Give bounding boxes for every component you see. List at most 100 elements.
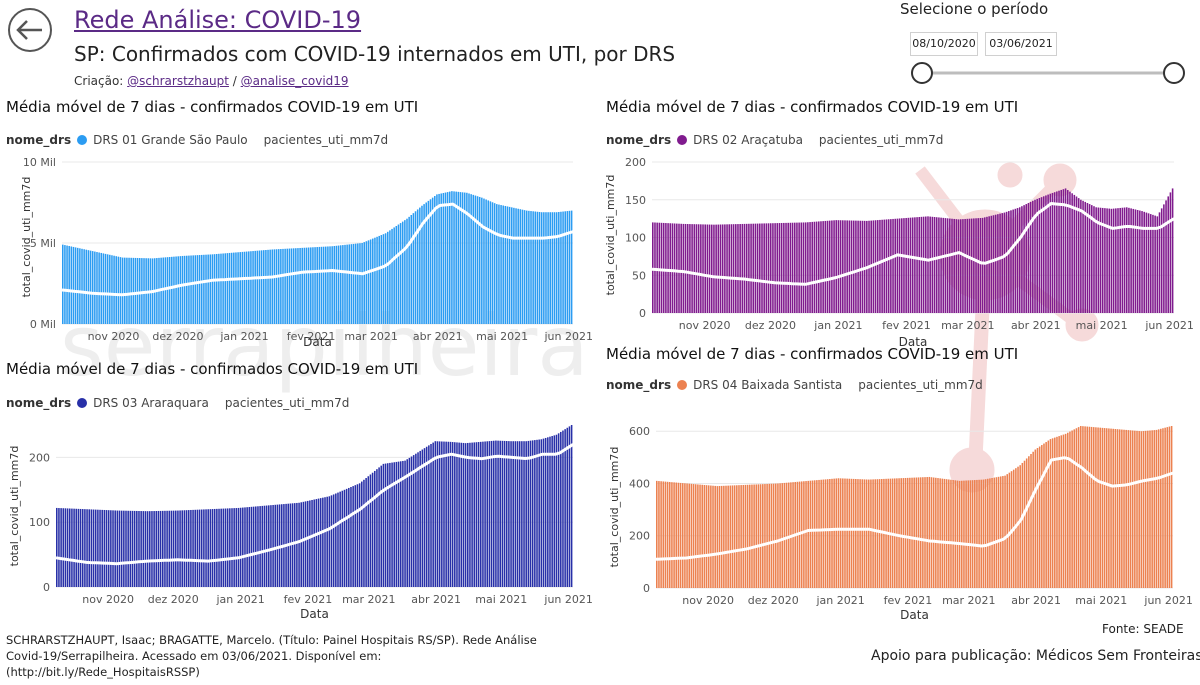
bar[interactable] (389, 462, 391, 587)
bar[interactable] (1169, 192, 1172, 313)
bar[interactable] (1014, 208, 1017, 313)
bar[interactable] (833, 478, 835, 588)
bar[interactable] (1088, 426, 1091, 588)
bar[interactable] (999, 213, 1001, 313)
bar[interactable] (300, 502, 302, 587)
bar[interactable] (855, 479, 857, 588)
bar[interactable] (713, 224, 715, 313)
bar[interactable] (64, 245, 66, 324)
bar[interactable] (373, 470, 376, 587)
bar[interactable] (861, 479, 864, 588)
bar[interactable] (96, 252, 98, 324)
bar[interactable] (149, 511, 151, 587)
bar[interactable] (781, 483, 784, 588)
bar[interactable] (1151, 430, 1153, 588)
bar[interactable] (813, 480, 816, 588)
bar[interactable] (345, 488, 348, 587)
bar[interactable] (1036, 448, 1039, 588)
bar[interactable] (662, 222, 665, 313)
bar[interactable] (551, 436, 553, 587)
bar[interactable] (395, 225, 398, 324)
bar[interactable] (90, 509, 93, 587)
bar[interactable] (408, 216, 410, 324)
bar[interactable] (914, 217, 916, 313)
bar[interactable] (707, 485, 710, 588)
bar[interactable] (1090, 426, 1093, 588)
bar[interactable] (451, 191, 453, 324)
bar[interactable] (682, 223, 685, 313)
bar[interactable] (822, 221, 824, 313)
bar[interactable] (456, 442, 458, 587)
bar[interactable] (811, 480, 814, 589)
bar[interactable] (132, 257, 135, 324)
bar[interactable] (953, 218, 955, 313)
moving-average-line[interactable] (55, 443, 574, 566)
bar[interactable] (898, 478, 900, 588)
bar[interactable] (1025, 204, 1028, 313)
bar[interactable] (106, 254, 109, 324)
bar[interactable] (237, 252, 239, 324)
bar[interactable] (250, 251, 252, 324)
bar[interactable] (844, 220, 846, 313)
bar[interactable] (1136, 210, 1139, 313)
bar[interactable] (306, 500, 309, 587)
bar[interactable] (329, 246, 331, 324)
bar[interactable] (311, 499, 313, 587)
bar[interactable] (938, 217, 940, 313)
bar[interactable] (1043, 443, 1045, 588)
bar[interactable] (815, 221, 818, 313)
bar[interactable] (86, 509, 88, 587)
bar[interactable] (496, 204, 498, 324)
bar[interactable] (164, 257, 167, 324)
bar[interactable] (913, 477, 915, 588)
bar[interactable] (553, 435, 556, 587)
bar[interactable] (415, 453, 417, 587)
bar[interactable] (1012, 209, 1014, 313)
bar[interactable] (727, 485, 729, 588)
bar[interactable] (472, 194, 475, 324)
bar[interactable] (992, 215, 995, 313)
bar[interactable] (652, 222, 654, 313)
bar[interactable] (1103, 428, 1106, 588)
bar[interactable] (1003, 212, 1006, 313)
bar[interactable] (504, 205, 507, 324)
bar[interactable] (179, 510, 181, 587)
bar[interactable] (1147, 430, 1149, 588)
bar[interactable] (77, 508, 80, 587)
bar[interactable] (820, 221, 822, 313)
bar[interactable] (906, 477, 909, 588)
bar[interactable] (76, 247, 79, 324)
bar[interactable] (735, 224, 737, 313)
bar[interactable] (997, 476, 1000, 588)
bar[interactable] (778, 223, 781, 313)
bar[interactable] (295, 248, 297, 324)
bar[interactable] (506, 206, 509, 324)
bar[interactable] (141, 258, 143, 324)
bar[interactable] (973, 218, 975, 313)
bar[interactable] (716, 486, 719, 588)
bar[interactable] (85, 249, 88, 324)
bar[interactable] (951, 218, 953, 313)
bar[interactable] (428, 445, 430, 587)
bar[interactable] (71, 508, 73, 587)
bar[interactable] (369, 239, 372, 324)
bar[interactable] (91, 251, 94, 324)
bar[interactable] (291, 503, 294, 587)
bar[interactable] (673, 223, 676, 313)
bar[interactable] (1145, 212, 1148, 313)
bar[interactable] (259, 506, 261, 587)
bar[interactable] (820, 479, 822, 588)
moving-average-line[interactable] (655, 456, 1174, 561)
bar[interactable] (730, 224, 733, 313)
bar[interactable] (301, 247, 303, 324)
bar[interactable] (824, 220, 827, 313)
bar[interactable] (740, 485, 742, 588)
bar[interactable] (1032, 200, 1034, 313)
bar[interactable] (429, 199, 432, 324)
bar[interactable] (902, 478, 905, 588)
bar[interactable] (1132, 208, 1135, 313)
bar[interactable] (1123, 429, 1125, 588)
bar[interactable] (363, 479, 365, 587)
bar[interactable] (954, 480, 957, 588)
bar[interactable] (545, 212, 547, 324)
